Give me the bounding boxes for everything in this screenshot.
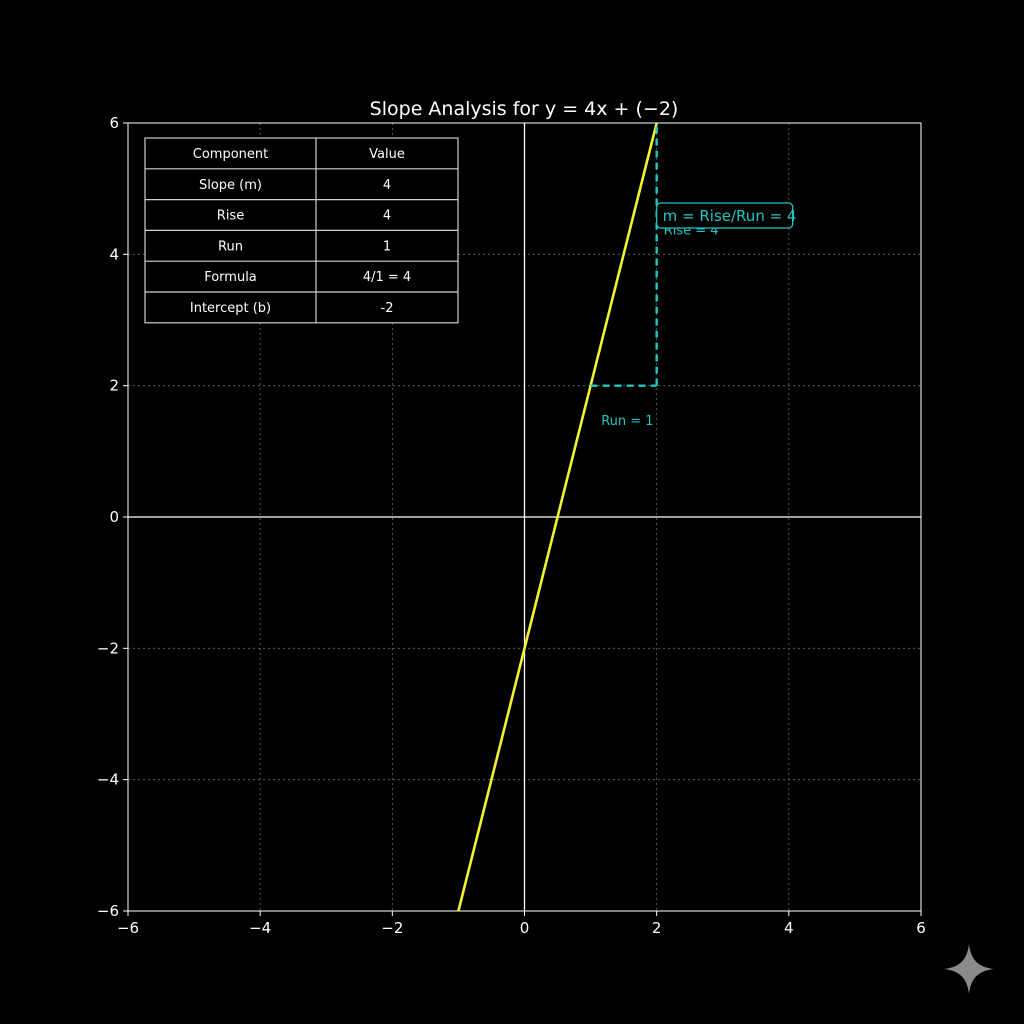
x-tick-label: 0	[520, 919, 530, 937]
y-tick-label: 6	[109, 114, 119, 132]
table-cell: Formula	[204, 270, 257, 285]
x-tick-label: −6	[117, 919, 139, 937]
table-header-cell: Value	[369, 147, 405, 162]
y-tick-label: −6	[97, 902, 119, 920]
axes: −6 −4 −2 0 2 4 6 −6 −4 −2 0 2 4 6	[97, 114, 926, 937]
chart-title: Slope Analysis for y = 4x + (−2)	[370, 98, 679, 120]
y-tick-label: 4	[109, 245, 119, 263]
y-tick-label: −2	[97, 639, 119, 657]
table-cell: Intercept (b)	[190, 301, 271, 316]
formula-label: m = Rise/Run = 4	[663, 207, 797, 225]
table-cell: -2	[381, 301, 394, 316]
y-tick-label: 0	[109, 508, 119, 526]
x-tick-label: −2	[381, 919, 403, 937]
table-cell: Run	[218, 239, 243, 254]
table-header-cell: Component	[193, 147, 268, 162]
component-table: Component Value Slope (m) 4 Rise 4 Run 1 Formula…	[144, 137, 459, 324]
x-tick-label: −4	[249, 919, 271, 937]
table-cell: 4	[383, 178, 391, 193]
y-tick-label: 2	[109, 377, 119, 395]
table-cell: 1	[383, 239, 391, 254]
run-label: Run = 1	[601, 414, 653, 429]
table-cell: Slope (m)	[199, 178, 262, 193]
x-tick-label: 2	[652, 919, 662, 937]
table-cell: 4	[383, 209, 391, 224]
x-tick-label: 6	[916, 919, 926, 937]
y-tick-label: −4	[97, 771, 119, 789]
series-line	[457, 122, 658, 912]
sparkle-icon	[944, 944, 994, 994]
x-tick-label: 4	[784, 919, 794, 937]
table-cell: Rise	[217, 209, 244, 224]
series-layer	[457, 122, 658, 912]
table-cell: 4/1 = 4	[363, 270, 411, 285]
formula-box	[656, 202, 794, 229]
